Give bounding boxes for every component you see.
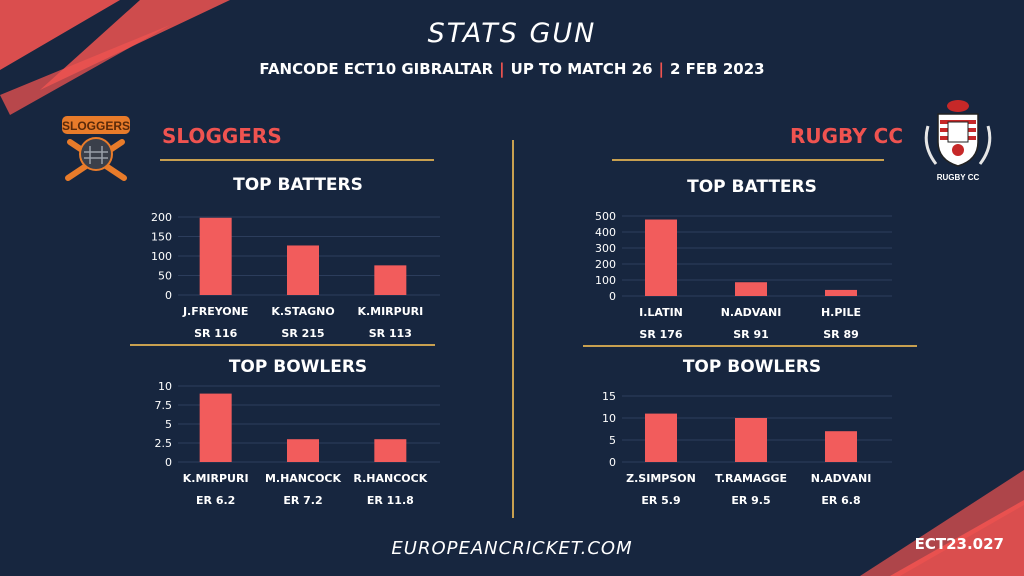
stat-label: SR 113 <box>369 327 412 340</box>
subtitle-match: UP TO MATCH 26 <box>510 60 653 78</box>
category-label: M.HANCOCK <box>265 472 342 485</box>
bar <box>199 393 232 462</box>
subtitle-date: 2 FEB 2023 <box>670 60 765 78</box>
stat-label: ER 5.9 <box>641 494 680 507</box>
sloggers-logo: SLOGGERS <box>62 116 130 181</box>
y-tick-label: 150 <box>151 231 172 244</box>
y-tick-label: 10 <box>602 412 616 425</box>
bar <box>735 418 767 462</box>
stat-label: ER 6.8 <box>821 494 860 507</box>
category-label: N.ADVANI <box>811 472 872 485</box>
y-tick-label: 7.5 <box>155 399 173 412</box>
section-title-rugby-batters: TOP BATTERS <box>687 177 817 197</box>
rugby-cc-logo: RUGBY CC <box>924 100 992 182</box>
divider-line <box>583 345 917 347</box>
y-tick-label: 100 <box>151 250 172 263</box>
y-tick-label: 0 <box>609 456 616 469</box>
divider-line <box>612 159 884 161</box>
y-tick-label: 500 <box>595 210 616 223</box>
y-tick-label: 100 <box>595 274 616 287</box>
stat-label: ER 9.5 <box>731 494 770 507</box>
category-label: K.STAGNO <box>271 305 334 318</box>
category-label: J.FREYONE <box>182 305 248 318</box>
chart-rugby-batters: 0 100 200 300 400 500 I.LATIN SR 176 N.ADVANI SR … <box>595 210 892 341</box>
y-tick-label: 0 <box>165 456 172 469</box>
y-tick-label: 5 <box>165 418 172 431</box>
bar <box>645 413 677 462</box>
stat-label: SR 176 <box>639 328 683 341</box>
bar <box>735 282 767 296</box>
bar <box>287 245 319 295</box>
chart-rugby-bowlers: 0 5 10 15 Z.SIMPSON ER 5.9 T.RAMAGGE ER 9.5 N.AD… <box>602 390 892 507</box>
category-label: K.MIRPURI <box>357 305 423 318</box>
stat-label: SR 91 <box>733 328 769 341</box>
page-title: STATS GUN <box>427 18 597 49</box>
y-tick-label: 10 <box>158 380 172 393</box>
bar <box>374 439 407 462</box>
category-label: T.RAMAGGE <box>715 472 787 485</box>
section-title-sloggers-bowlers: TOP BOWLERS <box>228 357 368 377</box>
stat-label: ER 7.2 <box>283 494 322 507</box>
y-tick-label: 200 <box>151 211 172 224</box>
subtitle-separator: | <box>658 60 665 78</box>
y-tick-label: 0 <box>609 290 616 303</box>
page-subtitle: FANCODE ECT10 GIBRALTAR | UP TO MATCH 26 | 2… <box>0 60 1024 78</box>
y-tick-label: 15 <box>602 390 616 403</box>
team-name-sloggers: SLOGGERS <box>162 124 282 148</box>
category-label: K.MIRPURI <box>183 472 249 485</box>
subtitle-event: FANCODE ECT10 GIBRALTAR <box>259 60 494 78</box>
divider-line <box>130 344 435 346</box>
section-title-sloggers-batters: TOP BATTERS <box>233 175 363 195</box>
svg-text:RUGBY CC: RUGBY CC <box>937 173 980 182</box>
bar <box>825 431 857 462</box>
divider-line <box>160 159 434 161</box>
stat-label: ER 6.2 <box>196 494 235 507</box>
stat-label: SR 89 <box>823 328 859 341</box>
stat-label: SR 215 <box>281 327 324 340</box>
center-divider <box>512 140 514 518</box>
footer-website[interactable]: EUROPEANCRICKET.COM <box>391 538 633 559</box>
category-label: R.HANCOCK <box>353 472 427 485</box>
bar <box>287 439 319 462</box>
stat-label: ER 11.8 <box>367 494 414 507</box>
category-label: N.ADVANI <box>721 306 782 319</box>
y-tick-label: 0 <box>165 289 172 302</box>
chart-sloggers-bowlers: 0 2.5 5 7.5 10 K.MIRPURI ER 6.2 M.HANCOCK ER 7.2… <box>155 380 440 507</box>
section-title-rugby-bowlers: TOP BOWLERS <box>682 357 822 377</box>
subtitle-separator: | <box>499 60 505 78</box>
y-tick-label: 5 <box>609 434 616 447</box>
stat-label: SR 116 <box>194 327 238 340</box>
bar <box>825 289 857 296</box>
y-tick-label: 300 <box>595 242 616 255</box>
category-label: H.PILE <box>821 306 861 319</box>
chart-sloggers-batters: 0 50 100 150 200 J.FREYONE SR 116 K.STAGNO SR 21… <box>151 211 440 340</box>
team-name-rugby-cc: RUGBY CC <box>790 124 904 148</box>
svg-text:SLOGGERS: SLOGGERS <box>62 119 130 133</box>
y-tick-label: 400 <box>595 226 616 239</box>
bar <box>199 217 232 295</box>
footer-code: ECT23.027 <box>914 535 1004 553</box>
y-tick-label: 50 <box>158 270 172 283</box>
y-tick-label: 200 <box>595 258 616 271</box>
bar <box>374 265 407 295</box>
y-tick-label: 2.5 <box>155 437 173 450</box>
bar <box>645 219 677 296</box>
category-label: I.LATIN <box>639 306 683 319</box>
category-label: Z.SIMPSON <box>626 472 696 485</box>
